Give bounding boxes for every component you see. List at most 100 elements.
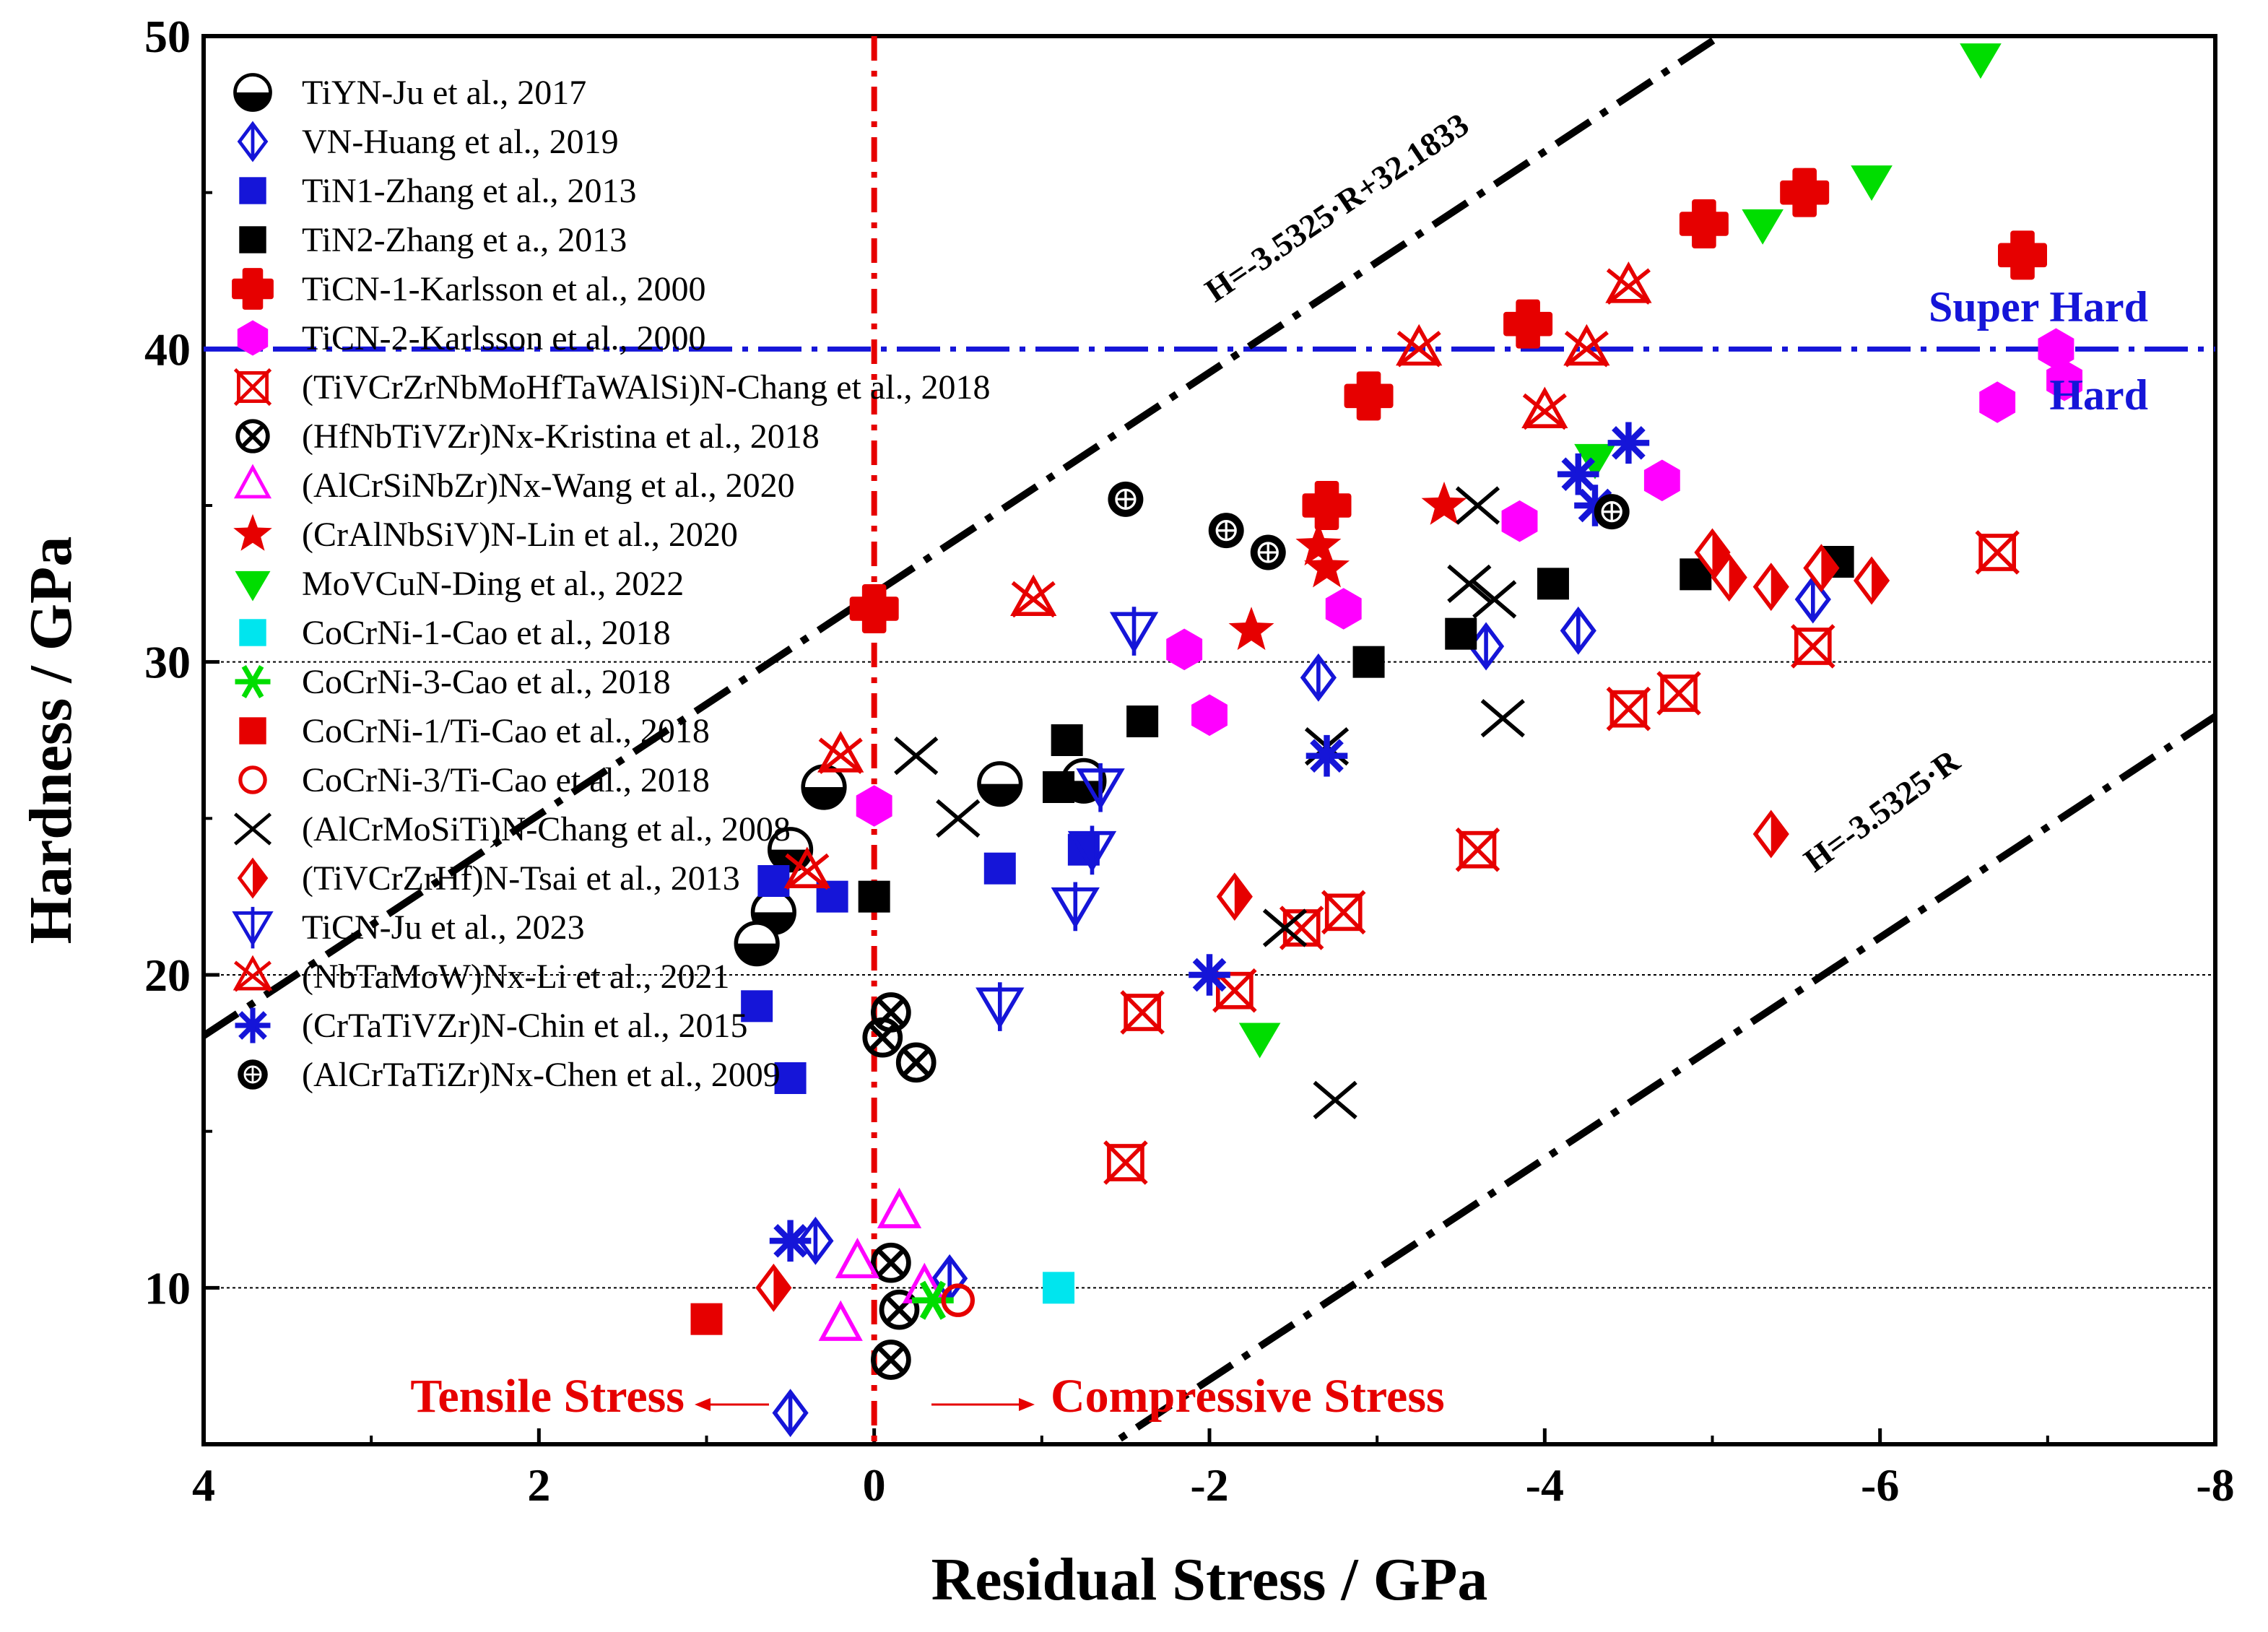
legend-label-1: VN-Huang et al., 2019 xyxy=(302,123,619,161)
data-point-series-17 xyxy=(1051,882,1100,932)
data-point-series-15 xyxy=(936,799,981,838)
legend-label-19: (CrTaTiVZr)N-Chin et al., 2015 xyxy=(302,1007,747,1045)
data-point-series-3 xyxy=(1352,646,1385,678)
data-point-series-19 xyxy=(1305,734,1348,777)
data-point-series-0 xyxy=(734,921,780,967)
data-point-series-1 xyxy=(797,1216,834,1265)
legend-marker-10 xyxy=(235,570,271,602)
data-point-series-19 xyxy=(1557,453,1599,495)
data-point-series-7 xyxy=(871,1242,911,1283)
legend-label-2: TiN1-Zhang et al., 2013 xyxy=(302,172,637,210)
legend-label-10: MoVCuN-Ding et al., 2022 xyxy=(302,565,684,603)
data-point-series-17 xyxy=(1109,607,1159,656)
data-point-series-4 xyxy=(849,584,899,633)
legend-marker-9 xyxy=(233,513,272,551)
legend-label-5: TiCN-2-Karlsson et al., 2000 xyxy=(302,319,706,357)
super-hard-label: Super Hard xyxy=(1929,283,2148,331)
fit-line-upper xyxy=(204,36,1726,1039)
data-point-series-5 xyxy=(1643,459,1680,502)
y-axis-title: Hardness / GPa xyxy=(17,537,84,945)
data-point-series-18 xyxy=(1605,261,1652,305)
y-tick-label: 20 xyxy=(144,950,191,1001)
data-point-series-15 xyxy=(894,737,939,776)
data-point-series-6 xyxy=(1656,671,1701,716)
legend-marker-15 xyxy=(233,812,272,846)
legend-label-15: (AlCrMoSiTi)N-Chang et al., 2008 xyxy=(302,810,791,848)
data-point-series-2 xyxy=(774,1062,807,1094)
data-point-series-15 xyxy=(1480,699,1525,738)
legend-marker-19 xyxy=(235,1007,271,1043)
data-point-series-4 xyxy=(1503,299,1553,349)
legend-marker-6 xyxy=(233,368,272,407)
data-point-series-5 xyxy=(2038,328,2074,370)
data-point-series-5 xyxy=(1979,381,2016,423)
x-tick-label: -8 xyxy=(2196,1459,2234,1511)
data-point-series-7 xyxy=(862,1017,903,1058)
data-point-series-19 xyxy=(769,1220,812,1262)
legend-marker-18 xyxy=(233,955,273,992)
data-point-series-3 xyxy=(858,880,890,913)
data-point-series-8 xyxy=(818,1300,863,1341)
x-tick-label: 0 xyxy=(863,1459,886,1511)
data-point-series-5 xyxy=(1166,628,1203,671)
data-point-series-17 xyxy=(1067,825,1117,875)
legend-label-20: (AlCrTaTiZr)Nx-Chen et al., 2009 xyxy=(302,1056,781,1094)
data-point-series-10 xyxy=(1742,209,1783,245)
data-point-series-18 xyxy=(1396,324,1443,368)
data-point-series-17 xyxy=(976,982,1025,1031)
data-point-series-10 xyxy=(1851,165,1893,201)
data-point-series-6 xyxy=(1321,890,1366,935)
data-point-series-3 xyxy=(1043,771,1075,803)
data-point-series-5 xyxy=(1501,500,1538,542)
data-point-series-4 xyxy=(1302,481,1352,530)
legend-label-8: (AlCrSiNbZr)Nx-Wang et al., 2020 xyxy=(302,466,795,505)
legend-marker-7 xyxy=(235,419,270,453)
x-tick-label: 4 xyxy=(192,1459,215,1511)
data-point-series-9 xyxy=(1295,522,1342,566)
data-point-series-6 xyxy=(1791,624,1835,669)
data-point-series-16 xyxy=(1803,544,1840,593)
compressive-stress-label: Compressive Stress xyxy=(1051,1370,1445,1423)
data-point-series-6 xyxy=(1606,686,1651,732)
data-point-series-1 xyxy=(772,1389,809,1438)
upper-line-equation: H=-3.5325·R+32.1833 xyxy=(1199,105,1475,309)
legend-label-4: TiCN-1-Karlsson et al., 2000 xyxy=(302,270,706,308)
legend-marker-3 xyxy=(239,226,266,253)
x-tick-label: -4 xyxy=(1526,1459,1564,1511)
data-point-series-11 xyxy=(1043,1272,1075,1304)
data-point-series-9 xyxy=(1304,544,1350,588)
data-point-series-16 xyxy=(1752,810,1789,859)
data-point-series-6 xyxy=(1455,827,1500,872)
data-point-series-18 xyxy=(783,846,830,890)
y-tick-label: 40 xyxy=(144,324,191,375)
data-point-series-4 xyxy=(1679,199,1729,248)
legend-marker-14 xyxy=(238,765,267,794)
data-point-series-0 xyxy=(977,761,1023,807)
data-point-series-4 xyxy=(1998,230,2048,280)
legend-marker-11 xyxy=(239,619,266,646)
data-point-series-15 xyxy=(1262,908,1308,947)
data-point-series-15 xyxy=(1313,1080,1357,1119)
data-point-series-19 xyxy=(1189,954,1230,996)
data-point-series-6 xyxy=(1975,530,2020,575)
data-point-series-16 xyxy=(755,1263,792,1312)
legend-marker-1 xyxy=(237,121,269,162)
data-point-series-15 xyxy=(1455,486,1500,525)
data-point-series-6 xyxy=(1103,1140,1148,1185)
data-point-series-5 xyxy=(2046,359,2082,402)
data-point-series-17 xyxy=(1076,763,1125,812)
data-point-series-15 xyxy=(1472,580,1517,619)
legend-label-17: TiCN-Ju et al., 2023 xyxy=(302,908,585,947)
legend-marker-5 xyxy=(237,320,269,356)
hard-label: Hard xyxy=(2049,371,2148,419)
legend-marker-16 xyxy=(237,857,269,899)
legend-label-0: TiYN-Ju et al., 2017 xyxy=(302,74,586,112)
data-point-series-18 xyxy=(1563,324,1610,368)
tensile-stress-label: Tensile Stress xyxy=(410,1370,685,1423)
tensile-arrow xyxy=(695,1398,769,1411)
legend-marker-12 xyxy=(235,665,271,698)
data-point-series-10 xyxy=(1238,1023,1281,1059)
fit-line-lower xyxy=(1105,713,2215,1444)
data-point-series-20 xyxy=(1208,513,1244,549)
